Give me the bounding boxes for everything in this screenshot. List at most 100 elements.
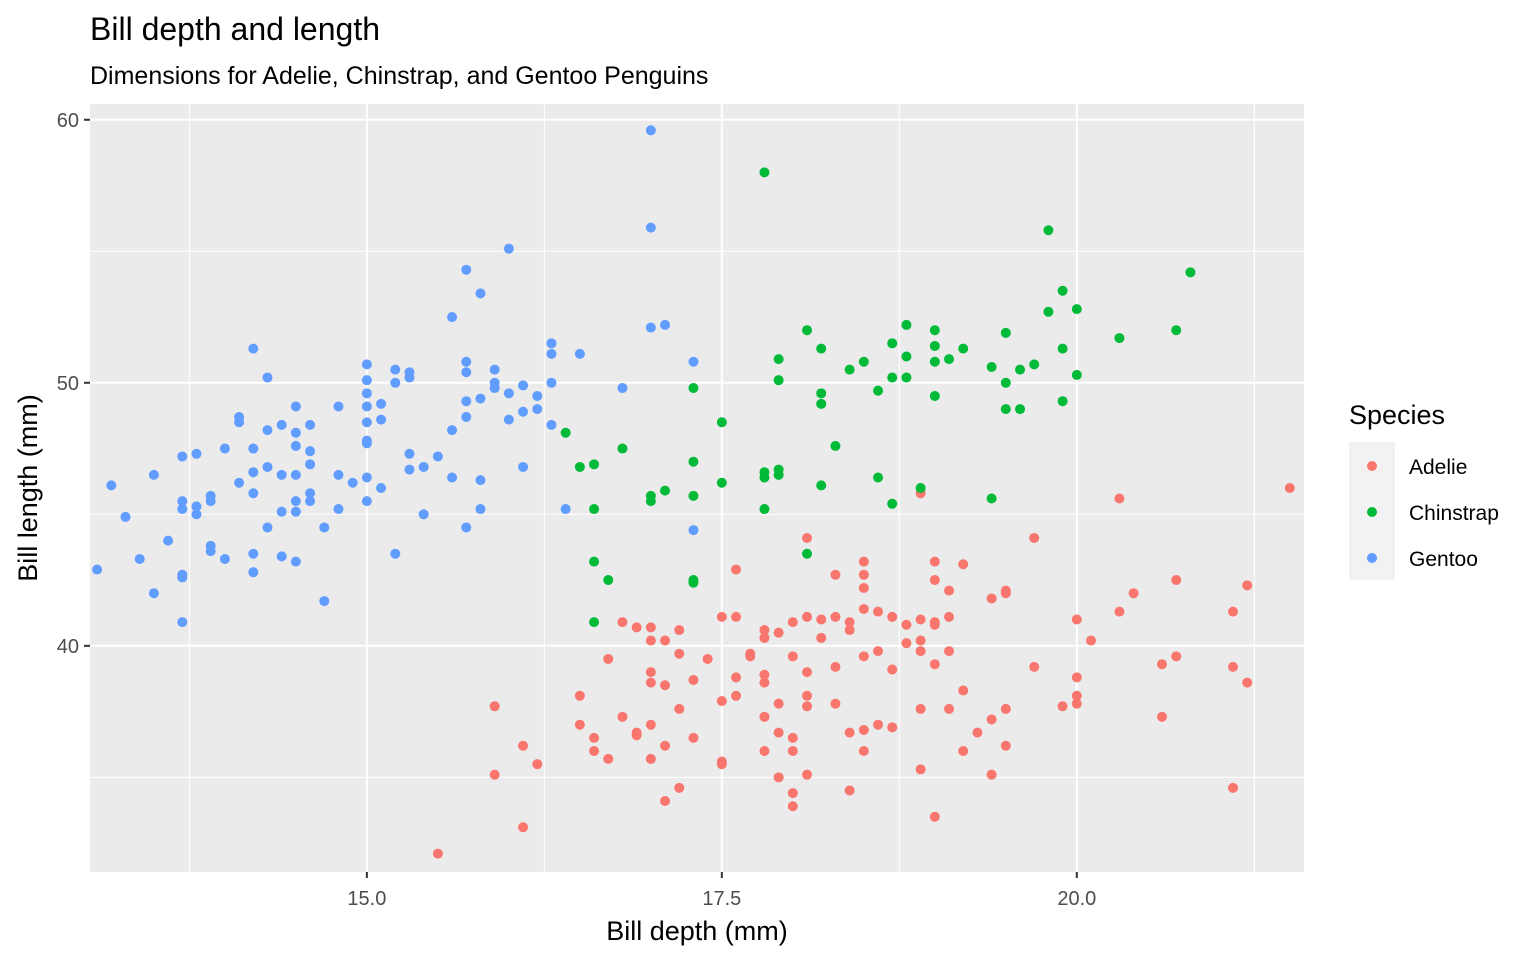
series-gentoo bbox=[92, 125, 699, 628]
data-point bbox=[759, 625, 770, 636]
data-point bbox=[929, 325, 940, 336]
data-point bbox=[688, 575, 699, 586]
data-point bbox=[489, 769, 500, 780]
data-point bbox=[248, 467, 259, 478]
data-point bbox=[929, 617, 940, 628]
data-point bbox=[148, 469, 159, 480]
data-point bbox=[858, 746, 869, 757]
data-point bbox=[830, 661, 841, 672]
data-point bbox=[716, 611, 727, 622]
data-point bbox=[787, 788, 798, 799]
data-point bbox=[873, 646, 884, 657]
data-point bbox=[1000, 327, 1011, 338]
data-point bbox=[731, 611, 742, 622]
data-point bbox=[574, 719, 585, 730]
data-point bbox=[887, 498, 898, 509]
data-point bbox=[1057, 285, 1068, 296]
data-point bbox=[376, 483, 387, 493]
legend-title: Species bbox=[1349, 400, 1445, 430]
data-point bbox=[660, 740, 671, 751]
data-point bbox=[475, 504, 486, 515]
data-point bbox=[929, 390, 940, 401]
data-point bbox=[546, 419, 557, 430]
data-point bbox=[574, 690, 585, 701]
data-point bbox=[759, 167, 770, 178]
data-point bbox=[404, 448, 415, 459]
data-point bbox=[461, 522, 472, 533]
data-point bbox=[390, 364, 401, 375]
data-point bbox=[858, 556, 869, 567]
data-point bbox=[1029, 661, 1040, 672]
data-point bbox=[1043, 225, 1054, 236]
data-point bbox=[986, 493, 997, 504]
data-point bbox=[390, 548, 401, 559]
data-point bbox=[248, 567, 259, 578]
data-point bbox=[560, 504, 571, 515]
data-point bbox=[944, 585, 955, 596]
data-point bbox=[489, 701, 500, 712]
data-point bbox=[986, 769, 997, 780]
data-point bbox=[716, 696, 727, 707]
data-point bbox=[447, 312, 458, 323]
data-point bbox=[858, 356, 869, 367]
data-point bbox=[1071, 304, 1082, 315]
data-point bbox=[1071, 698, 1082, 709]
data-point bbox=[830, 611, 841, 622]
data-point bbox=[191, 501, 202, 512]
data-point bbox=[929, 575, 940, 586]
data-point bbox=[518, 740, 529, 751]
data-point bbox=[276, 469, 287, 480]
data-point bbox=[1057, 343, 1068, 354]
data-point bbox=[1171, 325, 1182, 336]
data-point bbox=[986, 714, 997, 725]
data-point bbox=[773, 772, 784, 783]
data-point bbox=[1071, 690, 1082, 701]
data-point bbox=[759, 746, 770, 757]
data-point bbox=[305, 446, 316, 457]
data-point bbox=[901, 319, 912, 330]
data-point bbox=[589, 459, 600, 470]
data-point bbox=[915, 483, 926, 493]
data-point bbox=[929, 811, 940, 822]
data-point bbox=[518, 406, 529, 417]
data-point bbox=[319, 522, 330, 533]
data-point bbox=[1071, 369, 1082, 380]
data-point bbox=[248, 488, 259, 499]
data-point bbox=[617, 617, 628, 628]
legend-key-chinstrap bbox=[1367, 507, 1377, 517]
data-point bbox=[177, 451, 188, 462]
data-point bbox=[262, 425, 273, 436]
data-point bbox=[773, 469, 784, 480]
data-point bbox=[773, 727, 784, 738]
data-point bbox=[873, 385, 884, 396]
data-point bbox=[1228, 606, 1239, 617]
data-point bbox=[816, 480, 827, 491]
data-point bbox=[589, 746, 600, 757]
data-point bbox=[858, 651, 869, 662]
data-point bbox=[802, 532, 813, 543]
data-point bbox=[688, 490, 699, 501]
chart-subtitle: Dimensions for Adelie, Chinstrap, and Ge… bbox=[90, 62, 708, 90]
data-point bbox=[858, 724, 869, 735]
data-point bbox=[958, 685, 969, 696]
data-point bbox=[574, 348, 585, 359]
data-point bbox=[787, 651, 798, 662]
data-point bbox=[901, 638, 912, 649]
data-point bbox=[1000, 404, 1011, 415]
data-point bbox=[177, 504, 188, 515]
data-point bbox=[944, 646, 955, 657]
data-point bbox=[645, 753, 656, 764]
data-point bbox=[660, 635, 671, 646]
data-point bbox=[787, 732, 798, 743]
data-point bbox=[702, 653, 713, 664]
data-point bbox=[986, 362, 997, 373]
data-point bbox=[361, 417, 372, 428]
data-point bbox=[631, 622, 642, 633]
data-point bbox=[603, 753, 614, 764]
data-point bbox=[759, 632, 770, 643]
data-point bbox=[816, 614, 827, 625]
data-point bbox=[290, 469, 301, 480]
data-point bbox=[205, 540, 216, 551]
data-point bbox=[645, 635, 656, 646]
legend-label-gentoo: Gentoo bbox=[1409, 548, 1478, 571]
